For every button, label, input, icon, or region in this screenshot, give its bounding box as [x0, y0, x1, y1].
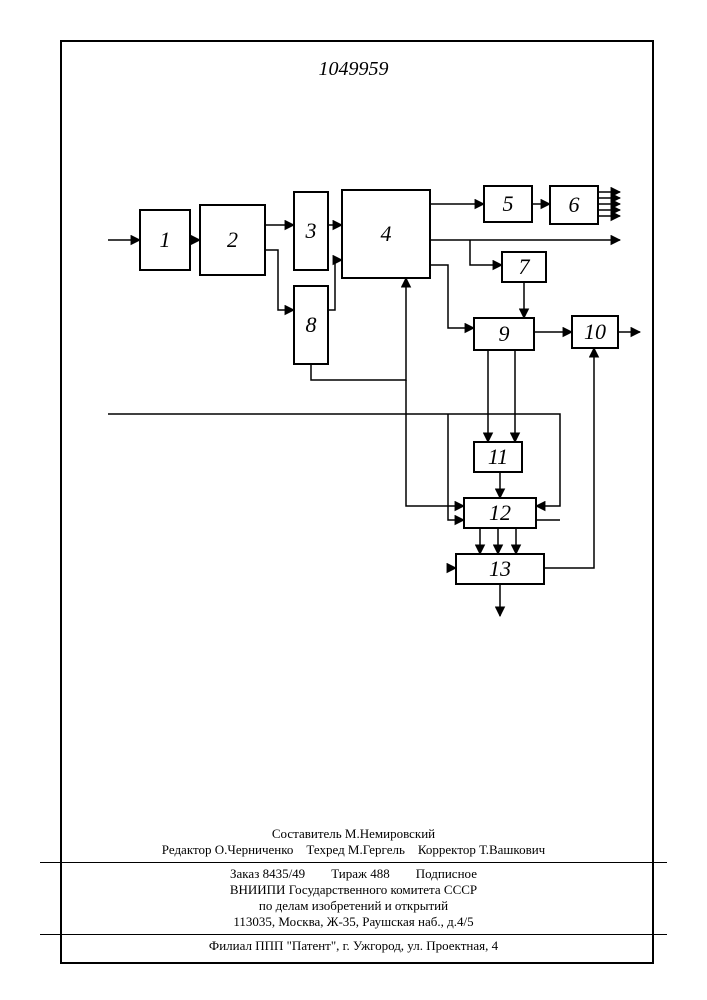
- block-b4: 4: [342, 190, 430, 278]
- block-label: 9: [499, 321, 510, 346]
- edge: [470, 240, 502, 265]
- block-label: 5: [503, 191, 514, 216]
- edge: [544, 348, 594, 568]
- block-b13: 13: [456, 554, 544, 584]
- block-b2: 2: [200, 205, 265, 275]
- org2: по делам изобретений и открытий: [0, 898, 707, 914]
- edge: [406, 380, 464, 506]
- block-b5: 5: [484, 186, 532, 222]
- block-b11: 11: [474, 442, 522, 472]
- block-b9: 9: [474, 318, 534, 350]
- edge: [328, 260, 342, 310]
- block-label: 6: [569, 192, 580, 217]
- divider: [40, 862, 667, 863]
- block-b3: 3: [294, 192, 328, 270]
- block-label: 7: [519, 254, 531, 279]
- block-b1: 1: [140, 210, 190, 270]
- editor: Редактор О.Черниченко: [162, 842, 294, 857]
- block-label: 13: [489, 556, 511, 581]
- block-b7: 7: [502, 252, 546, 282]
- org1: ВНИИПИ Государственного комитета СССР: [0, 882, 707, 898]
- edge: [265, 250, 294, 310]
- document-number: 1049959: [0, 58, 707, 81]
- techred: Техред М.Гергель: [306, 842, 404, 857]
- block-b8: 8: [294, 286, 328, 364]
- block-b10: 10: [572, 316, 618, 348]
- page: 1049959 12345678910111213 Составитель М.…: [0, 0, 707, 1000]
- block-label: 1: [160, 227, 171, 252]
- block-label: 10: [584, 319, 606, 344]
- edge: [448, 414, 464, 520]
- block-b6: 6: [550, 186, 598, 224]
- block-label: 3: [305, 218, 317, 243]
- branch: Филиал ППП "Патент", г. Ужгород, ул. Про…: [0, 938, 707, 954]
- subscript: Подписное: [416, 866, 477, 881]
- edge: [430, 265, 474, 328]
- divider: [40, 934, 667, 935]
- print-line: Заказ 8435/49 Тираж 488 Подписное: [0, 866, 707, 882]
- compiler-line: Составитель М.Немировский: [0, 826, 707, 842]
- staff-line: Редактор О.Черниченко Техред М.Гергель К…: [0, 842, 707, 858]
- block-diagram: 12345678910111213: [60, 110, 650, 650]
- block-label: 4: [381, 221, 392, 246]
- block-label: 2: [227, 227, 238, 252]
- block-label: 8: [306, 312, 317, 337]
- block-b12: 12: [464, 498, 536, 528]
- order: Заказ 8435/49: [230, 866, 305, 881]
- addr1: 113035, Москва, Ж-35, Раушская наб., д.4…: [0, 914, 707, 930]
- tirazh: Тираж 488: [331, 866, 390, 881]
- block-label: 11: [488, 444, 508, 469]
- corrector: Корректор Т.Вашкович: [418, 842, 545, 857]
- credits-block: Составитель М.Немировский Редактор О.Чер…: [0, 826, 707, 954]
- block-label: 12: [489, 500, 511, 525]
